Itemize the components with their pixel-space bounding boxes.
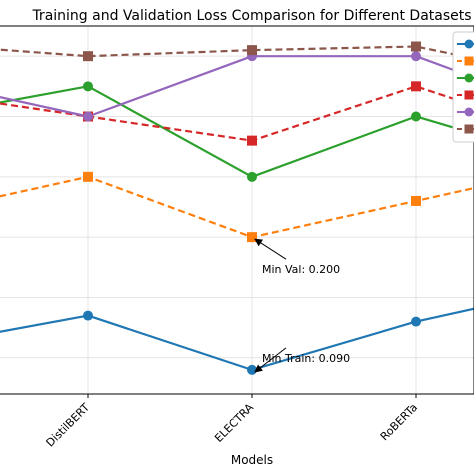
data-point-s4 xyxy=(411,81,421,92)
series-line-s2 xyxy=(0,175,474,239)
data-point-s1 xyxy=(83,310,93,321)
data-point-s5 xyxy=(83,111,93,122)
legend xyxy=(452,31,474,143)
data-point-s3 xyxy=(247,171,257,182)
series-line-s3 xyxy=(0,85,474,178)
annotation-arrow-min-train xyxy=(254,347,287,373)
data-point-s2 xyxy=(411,195,421,206)
data-point-s2 xyxy=(83,171,93,182)
series-line-s1 xyxy=(0,307,474,371)
data-point-s6 xyxy=(83,51,93,62)
data-point-s1 xyxy=(247,364,257,375)
data-point-s5 xyxy=(411,51,421,62)
legend-marker-s5 xyxy=(464,107,474,117)
data-point-s4 xyxy=(247,135,257,146)
x-axis-label: Models xyxy=(231,453,273,467)
legend-marker-s1 xyxy=(464,39,474,49)
annotation-min-val: Min Val: 0.200 xyxy=(262,263,340,276)
data-point-s3 xyxy=(411,111,421,122)
series-lines xyxy=(0,45,474,371)
legend-marker-s3 xyxy=(464,73,474,83)
chart-title: Training and Validation Loss Comparison … xyxy=(31,8,471,24)
data-point-s6 xyxy=(247,45,257,56)
axes-frame xyxy=(0,25,474,395)
series-line-s5 xyxy=(0,55,474,118)
legend-marker-s6 xyxy=(464,124,474,134)
x-tick-label: DistilBERT xyxy=(44,401,93,450)
data-point-s6 xyxy=(411,41,421,52)
annotation-min-train: Min Train: 0.090 xyxy=(262,352,350,365)
x-tick-label: ELECTRA xyxy=(212,401,256,445)
x-ticks: BERTDistilBERTELECTRARoBERTaALBERT xyxy=(44,394,420,450)
legend-marker-s4 xyxy=(464,90,474,100)
annotation-arrow-min-val xyxy=(254,238,287,260)
grid xyxy=(0,26,474,394)
data-point-s1 xyxy=(411,316,421,327)
data-point-s2 xyxy=(247,232,257,243)
x-tick-label: RoBERTa xyxy=(378,401,420,443)
legend-marker-s2 xyxy=(464,56,474,66)
data-point-s3 xyxy=(83,81,93,92)
annotations: Min Val: 0.200 Min Train: 0.090 xyxy=(254,238,350,373)
